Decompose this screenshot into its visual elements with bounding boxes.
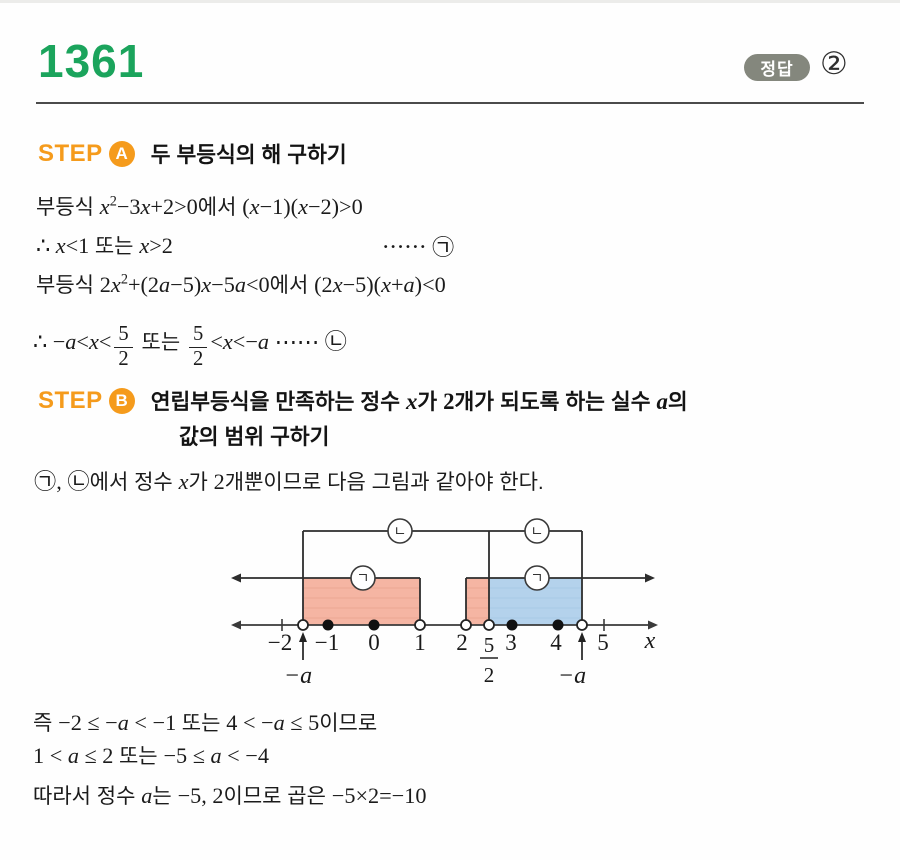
tick-label-4: 4	[550, 630, 562, 655]
tick-label-2: 2	[456, 630, 468, 655]
step-b-title-line2: 값의 범위 구하기	[179, 425, 330, 449]
label-b-right: ㄴ	[531, 523, 544, 539]
axis-right-arrow-icon	[648, 620, 658, 630]
label-b-left: ㄴ	[394, 523, 407, 539]
neg-a-left-arrowhead-icon	[299, 632, 307, 642]
step-b-word: STEP	[38, 386, 103, 414]
closed-point-3	[506, 619, 518, 631]
step-a-badge-icon: A	[108, 140, 135, 167]
open-point-1	[414, 619, 426, 631]
axis-left-arrow-icon	[231, 620, 241, 630]
label-a-left: ㄱ	[357, 570, 370, 586]
header-divider	[36, 102, 864, 104]
solution-line-b2: 1 < a ≤ 2 또는 −5 ≤ a < −4	[33, 743, 269, 768]
label-a-right: ㄱ	[531, 570, 544, 586]
solution-intro-line: ㉠, ㉡에서 정수 x가 2개뿐이므로 다음 그림과 같아야 한다.	[34, 469, 544, 494]
a-line-right-arrow-icon	[645, 573, 655, 583]
region-pink-mid	[466, 578, 489, 625]
label-a-circle-right	[524, 565, 550, 591]
open-point-neg-a-left	[297, 619, 309, 631]
closed-points	[322, 619, 564, 631]
solution-line-a4: ∴ −a<x< 5 2 또는 5 2 <x<−a ⋯⋯ ㉡	[33, 323, 347, 371]
neg-a-arrows	[302, 636, 583, 660]
step-a-title: 두 부등식의 해 구하기	[150, 143, 347, 167]
open-points	[297, 619, 588, 631]
solution-a-line	[238, 577, 649, 625]
step-b-title-line1: 연립부등식을 만족하는 정수 x가 2개가 되도록 하는 실수 a의	[150, 389, 688, 414]
step-a-word: STEP	[38, 139, 103, 167]
frac-tick-numerator: 5	[484, 633, 495, 657]
tick-label-5: 5	[597, 630, 609, 655]
tick-label-0: 0	[368, 630, 380, 655]
neg-a-label-left: −a	[284, 663, 312, 689]
closed-point-neg1	[322, 619, 334, 631]
solution-line-a3: 부등식 2x2+(2a−5)x−5a<0에서 (2x−5)(x+a)<0	[36, 271, 446, 297]
solution-line-a2-ref: ⋯⋯ ㉠	[382, 235, 455, 260]
solution-line-a2-main: ∴ x<1 또는 x>2	[36, 233, 173, 258]
neg-a-right-arrowhead-icon	[578, 632, 586, 642]
answer-circled-number: ②	[820, 46, 848, 81]
label-a-circle-left	[350, 565, 376, 591]
number-line-diagram: ㄴ ㄴ ㄱ ㄱ −2 −1 0 1 2 3 4 5 5 2 x	[231, 518, 658, 689]
closed-point-4	[552, 619, 564, 631]
open-point-neg-a-right	[576, 619, 588, 631]
step-a-header: STEP A 두 부등식의 해 구하기	[38, 138, 347, 169]
solution-line-a1: 부등식 x2−3x+2>0에서 (x−1)(x−2)>0	[36, 193, 363, 219]
label-b-circle-left	[387, 518, 413, 544]
neg-a-label-right: −a	[558, 663, 586, 689]
tick-labels: −2 −1 0 1 2 3 4 5 5 2 x	[268, 628, 656, 687]
pink-hatch-lines	[304, 587, 488, 619]
frac-tick-denominator: 2	[484, 663, 495, 687]
solution-line-a2: ∴ x<1 또는 x>2 ⋯⋯ ㉠	[36, 230, 454, 260]
solution-line-b3: 따라서 정수 a는 −5, 2이므로 곱은 −5×2=−10	[33, 783, 427, 808]
page-top-edge	[0, 0, 900, 3]
solution-line-b1: 즉 −2 ≤ −a < −1 또는 4 < −a ≤ 5이므로	[33, 710, 378, 735]
open-point-2	[460, 619, 472, 631]
axis-label-x: x	[644, 628, 656, 654]
open-point-5-halves	[483, 619, 495, 631]
tick-label-3: 3	[505, 630, 517, 655]
step-b-badge-icon: B	[108, 387, 135, 414]
a-line-left-arrow-icon	[231, 573, 241, 583]
step-b-header: STEP B 연립부등식을 만족하는 정수 x가 2개가 되도록 하는 실수 a…	[38, 385, 688, 416]
circled-labels: ㄴ ㄴ ㄱ ㄱ	[350, 518, 550, 591]
tick-label-neg2: −2	[268, 630, 292, 655]
answer-badge: 정답	[744, 54, 810, 81]
tick-label-neg1: −1	[315, 630, 339, 655]
problem-number: 1361	[38, 35, 145, 87]
tick-label-1: 1	[414, 630, 426, 655]
label-b-circle-right	[524, 518, 550, 544]
closed-point-0	[368, 619, 380, 631]
